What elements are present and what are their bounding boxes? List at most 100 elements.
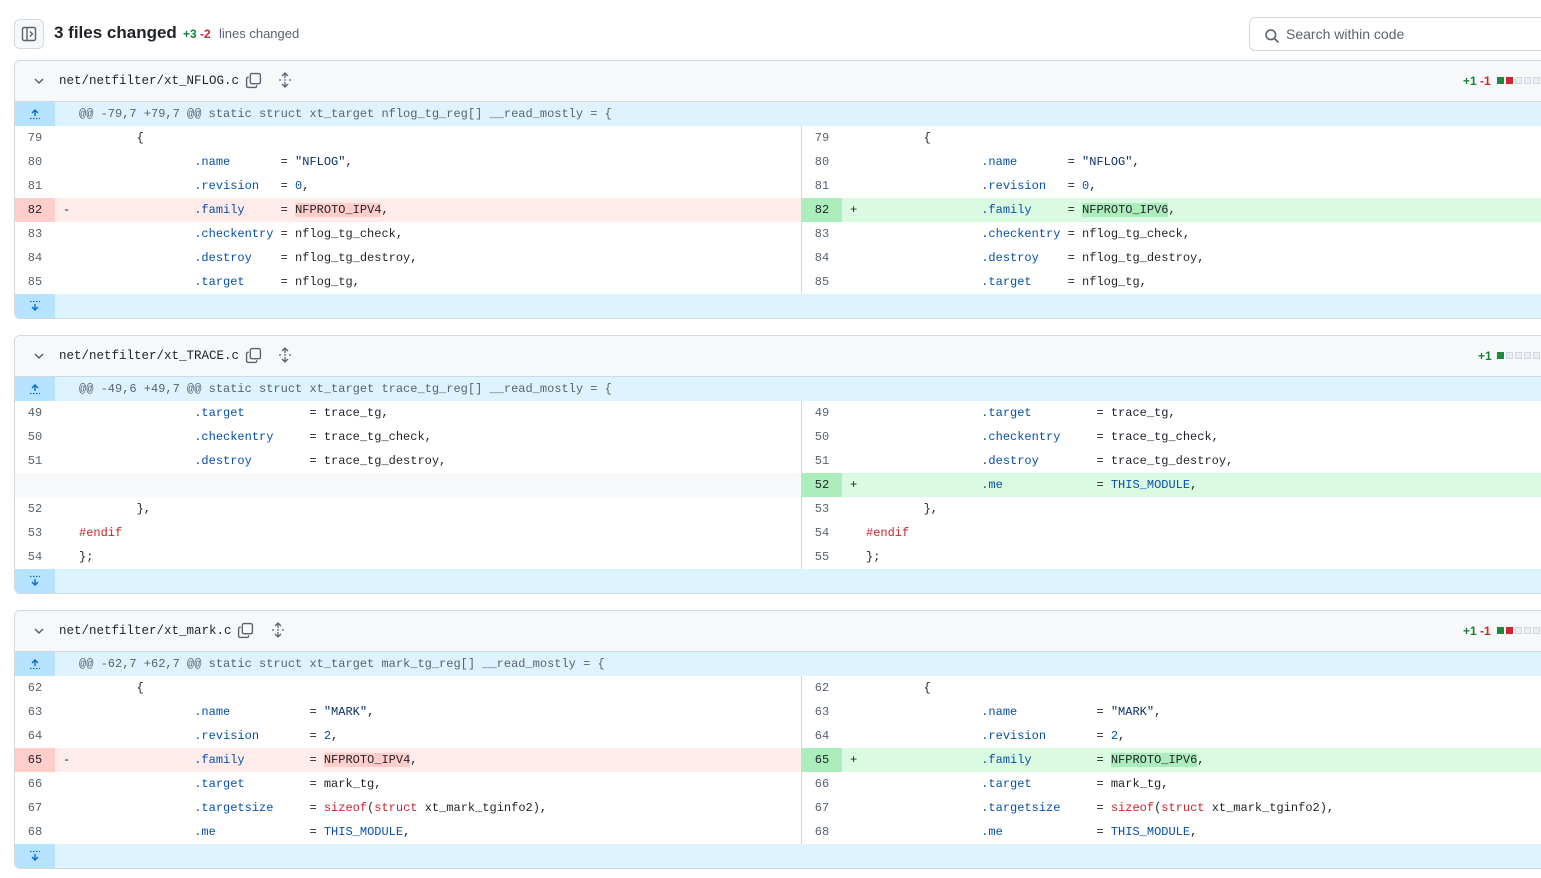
file-header: net/netfilter/xt_NFLOG.c +1 -1 <box>15 61 1541 102</box>
chevron-down-icon[interactable] <box>33 624 45 642</box>
expand-all-icon[interactable] <box>270 622 286 643</box>
left-line: 51 .destroy = trace_tg_destroy, <box>15 449 802 473</box>
code-line: .name = "NFLOG", <box>981 155 1140 169</box>
old-line-number[interactable]: 82 <box>15 198 55 222</box>
new-line-number[interactable]: 79 <box>814 131 830 145</box>
diff-row: 52 + .me = THIS_MODULE, <box>15 473 1541 497</box>
expand-up-button[interactable] <box>15 652 55 676</box>
diff-file: net/netfilter/xt_mark.c +1 -1 @@ -62,7 +62… <box>14 610 1541 869</box>
copy-icon[interactable] <box>237 622 254 644</box>
new-line-number[interactable]: 84 <box>814 251 830 265</box>
old-line-number[interactable]: 62 <box>27 681 43 695</box>
old-line-number[interactable]: 64 <box>27 729 43 743</box>
right-line: 66 .target = mark_tg, <box>802 772 1541 796</box>
expand-up-button[interactable] <box>15 102 55 126</box>
old-line-number[interactable]: 68 <box>27 825 43 839</box>
right-line: 85 .target = nflog_tg, <box>802 270 1541 294</box>
old-line-number[interactable]: 53 <box>27 526 43 540</box>
new-line-number[interactable]: 62 <box>814 681 830 695</box>
expand-up-button[interactable] <box>15 377 55 401</box>
left-line: 80 .name = "NFLOG", <box>15 150 802 174</box>
right-line: 81 .revision = 0, <box>802 174 1541 198</box>
diffstat-block-neutral <box>1515 77 1522 84</box>
new-line-number[interactable]: 66 <box>814 777 830 791</box>
file-additions: +1 <box>1463 624 1477 638</box>
added-code-line: .family = NFPROTO_IPV6, <box>981 203 1176 217</box>
left-line: 81 .revision = 0, <box>15 174 802 198</box>
deletion-marker: - <box>63 203 71 217</box>
old-line-number[interactable]: 84 <box>27 251 43 265</box>
file-deletions: -1 <box>1480 624 1491 638</box>
diffstat-blocks <box>1497 352 1540 359</box>
old-line-number[interactable]: 67 <box>27 801 43 815</box>
new-line-number[interactable]: 82 <box>802 198 842 222</box>
code-line: #endif <box>866 526 910 540</box>
file-name[interactable]: net/netfilter/xt_TRACE.c <box>59 349 240 363</box>
left-line <box>15 473 802 497</box>
new-line-number[interactable]: 65 <box>802 748 842 772</box>
file-deletions: -1 <box>1480 74 1491 88</box>
new-line-number[interactable]: 81 <box>814 179 830 193</box>
addition-marker: + <box>850 478 858 492</box>
old-line-number[interactable]: 52 <box>27 502 43 516</box>
old-line-number[interactable]: 80 <box>27 155 43 169</box>
old-line-number[interactable]: 51 <box>27 454 43 468</box>
right-line: 82 + .family = NFPROTO_IPV6, <box>802 198 1541 222</box>
code-line: .me = THIS_MODULE, <box>981 825 1198 839</box>
new-line-number[interactable]: 51 <box>814 454 830 468</box>
new-line-number[interactable]: 52 <box>802 473 842 497</box>
old-line-number[interactable]: 83 <box>27 227 43 241</box>
new-line-number[interactable]: 55 <box>814 550 830 564</box>
file-name[interactable]: net/netfilter/xt_mark.c <box>59 624 232 638</box>
left-line: 66 .target = mark_tg, <box>15 772 802 796</box>
old-line-number[interactable]: 81 <box>27 179 43 193</box>
old-line-number[interactable]: 54 <box>27 550 43 564</box>
new-line-number[interactable]: 83 <box>814 227 830 241</box>
old-line-number[interactable]: 65 <box>15 748 55 772</box>
file-name[interactable]: net/netfilter/xt_NFLOG.c <box>59 74 240 88</box>
deleted-code-line: .family = NFPROTO_IPV4, <box>194 753 418 767</box>
right-line: 83 .checkentry = nflog_tg_check, <box>802 222 1541 246</box>
diff-row: 53 #endif 54 #endif <box>15 521 1541 545</box>
diffstat-blocks <box>1497 627 1540 634</box>
new-line-number[interactable]: 85 <box>814 275 830 289</box>
new-line-number[interactable]: 53 <box>814 502 830 516</box>
expand-all-icon[interactable] <box>277 347 293 368</box>
diffstat-block-neutral <box>1524 352 1531 359</box>
expand-down-button[interactable] <box>15 294 55 318</box>
chevron-down-icon[interactable] <box>33 74 45 92</box>
new-line-number[interactable]: 50 <box>814 430 830 444</box>
diffstat-block-deleted <box>1506 627 1513 634</box>
expand-down-button[interactable] <box>15 844 55 868</box>
new-line-number[interactable]: 64 <box>814 729 830 743</box>
diff-row: 62 {62 { <box>15 676 1541 700</box>
file-tree-toggle-button[interactable] <box>14 19 44 49</box>
copy-icon[interactable] <box>245 72 262 94</box>
code-line: }, <box>866 502 939 516</box>
left-line: 67 .targetsize = sizeof(struct xt_mark_t… <box>15 796 802 820</box>
new-line-number[interactable]: 54 <box>814 526 830 540</box>
search-input[interactable] <box>1286 24 1526 44</box>
hunk-header-text: @@ -62,7 +62,7 @@ static struct xt_targe… <box>79 657 605 671</box>
new-line-number[interactable]: 80 <box>814 155 830 169</box>
expand-down-button[interactable] <box>15 569 55 593</box>
new-line-number[interactable]: 63 <box>814 705 830 719</box>
old-line-number[interactable]: 85 <box>27 275 43 289</box>
new-line-number[interactable]: 68 <box>814 825 830 839</box>
new-line-number[interactable]: 49 <box>814 406 830 420</box>
expand-up-icon <box>30 659 40 670</box>
hunk-header: @@ -79,7 +79,7 @@ static struct xt_targe… <box>15 102 1541 126</box>
total-deletions: -2 <box>200 27 211 41</box>
copy-icon[interactable] <box>245 347 262 369</box>
old-line-number[interactable]: 49 <box>27 406 43 420</box>
old-line-number[interactable]: 79 <box>27 131 43 145</box>
old-line-number[interactable]: 50 <box>27 430 43 444</box>
old-line-number[interactable]: 63 <box>27 705 43 719</box>
expand-down-icon <box>30 575 40 586</box>
code-line: .destroy = nflog_tg_destroy, <box>194 251 418 265</box>
new-line-number[interactable]: 67 <box>814 801 830 815</box>
old-line-number[interactable]: 66 <box>27 777 43 791</box>
left-line: 49 .target = trace_tg, <box>15 401 802 425</box>
expand-all-icon[interactable] <box>277 72 293 93</box>
chevron-down-icon[interactable] <box>33 349 45 367</box>
